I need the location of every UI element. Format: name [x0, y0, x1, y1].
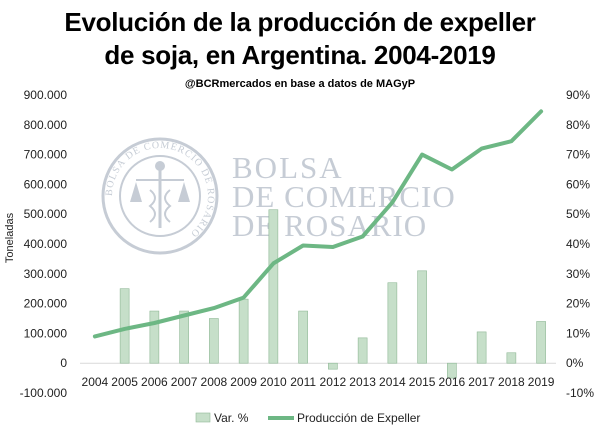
bar-var-pct — [328, 362, 338, 370]
bar-var-pct — [238, 298, 249, 364]
x-tick-label: 2010 — [260, 375, 287, 389]
x-tick-label: 2008 — [201, 375, 228, 389]
x-tick-label: 2017 — [468, 375, 495, 389]
legend: Var. % Producción de Expeller — [195, 411, 420, 425]
bar-var-pct — [149, 310, 160, 364]
watermark-line3: DE ROSARIO — [232, 208, 427, 243]
line-produccion-expeller — [92, 109, 544, 339]
y-right-tick-label: 20% — [566, 297, 590, 311]
x-tick-label: 2009 — [230, 375, 257, 389]
bar-var-pct — [357, 337, 368, 364]
watermark-seal: BOLSA DE COMERCIO DE ROSARIO — [101, 137, 219, 255]
y-right-tick-label: 30% — [566, 267, 590, 281]
y-right-tick-label: 40% — [566, 237, 590, 251]
bar-var-pct — [506, 352, 517, 364]
bar-var-pct — [476, 331, 487, 364]
bar-var-pct — [179, 310, 189, 364]
y-right-tick-label: 0% — [566, 356, 584, 370]
y-right-tick-label: 90% — [566, 88, 590, 102]
bar-var-pct — [268, 209, 279, 364]
y-right-tick-label: 50% — [566, 207, 590, 221]
chart-subtitle: @BCRmercados en base a datos de MAGyP — [184, 78, 416, 90]
y-left-tick-label: 300.000 — [24, 267, 68, 281]
legend-swatch-bar — [195, 412, 211, 423]
bar-var-pct — [119, 288, 130, 364]
bar-var-pct — [447, 362, 457, 379]
plot-area: -100.000 0 100.000 200.000 300.000 400.000 500… — [20, 88, 595, 400]
x-tick-label: 2014 — [379, 375, 406, 389]
y-left-tick-label: 600.000 — [24, 177, 68, 191]
watermark-line1: BOLSA — [232, 150, 344, 185]
x-tick-label: 2013 — [349, 375, 376, 389]
y-right-tick-label: 70% — [566, 148, 590, 162]
bar-var-pct — [209, 318, 219, 364]
bar-var-pct — [387, 282, 398, 364]
chart-title-line2: de soja, en Argentina. 2004-2019 — [104, 40, 496, 70]
y-left-tick-label: 200.000 — [24, 297, 68, 311]
bar-var-pct — [536, 321, 546, 364]
bar-var-pct — [298, 310, 308, 364]
x-tick-label: 2004 — [82, 375, 109, 389]
x-tick-label: 2016 — [439, 375, 466, 389]
bar-var-pct — [417, 270, 427, 364]
watermark-line2: DE COMERCIO — [232, 179, 456, 214]
y-left-tick-label: 800.000 — [24, 118, 68, 132]
x-tick-label: 2015 — [409, 375, 436, 389]
y-right-tick-label: -10% — [566, 386, 594, 400]
x-tick-label: 2018 — [498, 375, 525, 389]
x-tick-label: 2011 — [290, 375, 316, 389]
y-right-tick-label: 80% — [566, 118, 590, 132]
y-left-tick-label: 700.000 — [24, 148, 68, 162]
x-tick-label: 2019 — [528, 375, 555, 389]
legend-label-line: Producción de Expeller — [297, 411, 420, 425]
y-left-tick-label: 900.000 — [24, 88, 68, 102]
x-tick-label: 2006 — [141, 375, 168, 389]
y-axis-label: Toneladas — [4, 212, 16, 263]
y-left-tick-label: 400.000 — [24, 237, 68, 251]
y-right-tick-label: 10% — [566, 326, 590, 340]
y-left-tick-label: 500.000 — [24, 207, 68, 221]
y-left-tick-label: -100.000 — [20, 386, 68, 400]
watermark: BOLSA DE COMERCIO DE ROSARIO BOLSA DE CO… — [101, 137, 456, 255]
x-tick-label: 2005 — [111, 375, 138, 389]
chart-title: Evolución de la producción de expeller d… — [0, 6, 600, 72]
y-left-tick-label: 0 — [60, 356, 67, 370]
x-tick-label: 2012 — [320, 375, 347, 389]
x-tick-label: 2007 — [171, 375, 198, 389]
chart-title-line1: Evolución de la producción de expeller — [64, 7, 536, 37]
y-left-tick-label: 100.000 — [24, 326, 68, 340]
legend-label-bar: Var. % — [214, 411, 249, 425]
y-right-tick-label: 60% — [566, 177, 590, 191]
